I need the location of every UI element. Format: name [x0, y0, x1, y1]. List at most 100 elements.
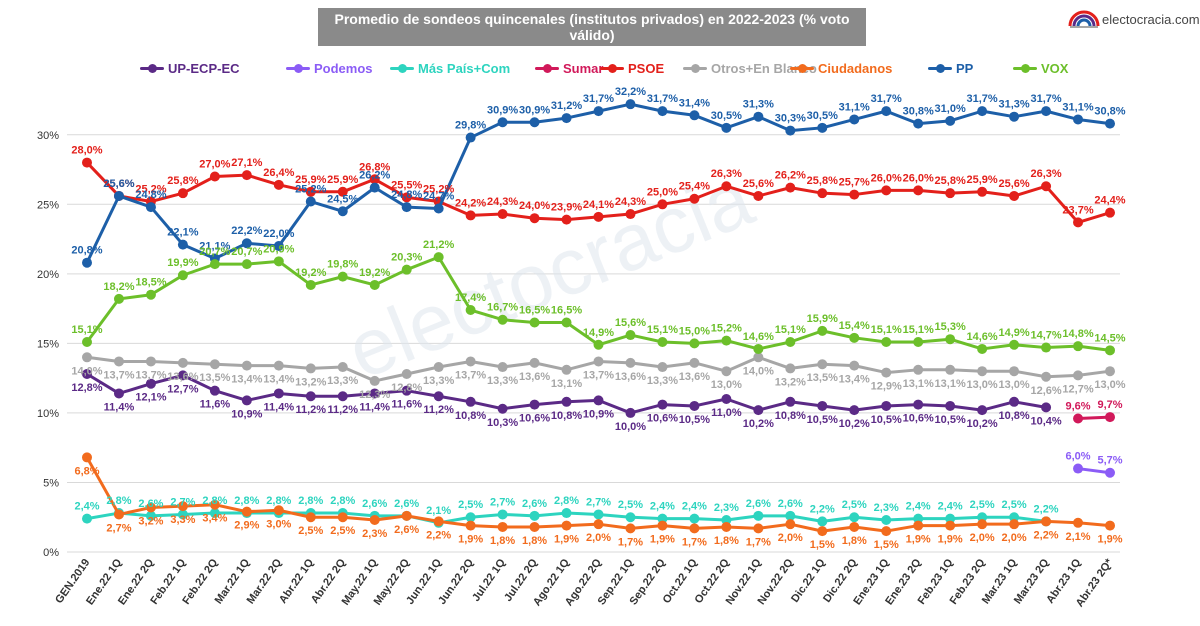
data-point-vox [945, 334, 956, 345]
data-label-pp: 31,2% [551, 100, 582, 112]
data-point-otros-en-blanco [689, 357, 700, 368]
data-point-psoe [305, 186, 316, 197]
chart-legend: UP-ECP-EC Podemos Más País+Com Sumar PSOE Otr… [140, 58, 1068, 78]
data-point-vox [817, 325, 828, 336]
data-label-vox: 15,4% [839, 320, 870, 332]
data-label-otros-en-blanco: 13,3% [423, 375, 454, 387]
data-label-psoe: 24,4% [1094, 195, 1125, 207]
data-point-vox [753, 343, 764, 354]
data-point-psoe [625, 209, 636, 220]
data-point-pp [369, 182, 380, 193]
data-point-psoe [177, 188, 188, 199]
data-point-ciudadanos [145, 502, 156, 513]
data-label-ciudadanos: 3,2% [138, 515, 163, 527]
data-point-pp [177, 239, 188, 250]
data-label-pp: 22,0% [263, 228, 294, 240]
data-point-otros-en-blanco [1009, 366, 1020, 377]
data-label-otros-en-blanco: 12,8% [391, 382, 422, 394]
data-point-psoe [273, 179, 284, 190]
data-label-pp: 31,0% [935, 103, 966, 115]
data-point-ciudadanos [593, 519, 604, 530]
y-tick-label: 0% [43, 547, 59, 559]
data-label-otros-en-blanco: 13,3% [647, 375, 678, 387]
data-point-psoe [945, 188, 956, 199]
data-label-pp: 25,2% [295, 184, 326, 196]
data-point-vox [113, 293, 124, 304]
data-label-up-ecp-ec: 12,7% [167, 383, 198, 395]
chart-subtitle: *Actualizado el 1 de Mayo de 2023 [503, 45, 681, 57]
data-point-pp [145, 202, 156, 213]
data-point-m-s-pa-s-com [753, 510, 764, 521]
data-label-psoe: 25,2% [135, 184, 166, 196]
data-label-m-s-pa-s-com: 2,3% [874, 502, 899, 514]
data-label-m-s-pa-s-com: 2,5% [458, 499, 483, 511]
data-point-up-ecp-ec [593, 395, 604, 406]
data-point-m-s-pa-s-com [497, 509, 508, 520]
data-point-m-s-pa-s-com [209, 508, 220, 519]
data-point-vox [273, 256, 284, 267]
data-label-m-s-pa-s-com: 2,7% [490, 496, 515, 508]
data-point-pp [657, 106, 668, 117]
data-label-ciudadanos: 1,9% [1097, 534, 1122, 546]
data-label-vox: 15,2% [711, 323, 742, 335]
data-point-otros-en-blanco [817, 359, 828, 370]
data-label-m-s-pa-s-com: 2,7% [586, 496, 611, 508]
data-label-pp: 29,8% [455, 120, 486, 132]
data-label-otros-en-blanco: 13,6% [519, 371, 550, 383]
data-point-ciudadanos [913, 520, 924, 531]
data-label-m-s-pa-s-com: 2,5% [970, 499, 995, 511]
data-label-pp: 32,2% [615, 86, 646, 98]
data-point-up-ecp-ec [881, 400, 892, 411]
data-point-pp [241, 238, 252, 249]
data-label-pp: 22,2% [231, 225, 262, 237]
data-label-vox: 19,2% [295, 267, 326, 279]
data-point-podemos [1073, 463, 1084, 474]
data-label-pp: 31,3% [743, 99, 774, 111]
data-label-ciudadanos: 2,2% [426, 529, 451, 541]
data-label-psoe: 26,4% [263, 167, 294, 179]
legend-label-podemos: Podemos [314, 60, 373, 76]
data-label-ciudadanos: 1,9% [554, 534, 579, 546]
data-label-psoe: 28,0% [71, 145, 102, 157]
data-point-pp [113, 190, 124, 201]
data-label-otros-en-blanco: 13,3% [487, 375, 518, 387]
y-tick-label: 15% [37, 338, 59, 350]
data-point-psoe [657, 199, 668, 210]
data-label-vox: 19,9% [167, 257, 198, 269]
data-label-otros-en-blanco: 12,9% [871, 381, 902, 393]
legend-item-m-s-pa-s-com: Más País+Com [390, 58, 510, 78]
data-label-sumar: 9,7% [1097, 399, 1122, 411]
data-label-pp: 30,8% [903, 106, 934, 118]
data-label-pp: 31,1% [839, 101, 870, 113]
data-point-otros-en-blanco [497, 362, 508, 373]
data-point-up-ecp-ec [1041, 402, 1052, 413]
data-point-ciudadanos [497, 521, 508, 532]
data-label-vox: 14,5% [1094, 332, 1125, 344]
data-point-pp [881, 106, 892, 117]
data-label-psoe: 25,8% [807, 175, 838, 187]
y-tick-label: 10% [37, 408, 59, 420]
data-point-ciudadanos [817, 526, 828, 537]
data-label-otros-en-blanco: 13,4% [839, 374, 870, 386]
data-point-psoe [913, 185, 924, 196]
data-point-vox [1105, 345, 1115, 356]
data-label-ciudadanos: 3,0% [266, 518, 291, 530]
data-point-pp [913, 118, 924, 129]
data-label-vox: 15,1% [903, 324, 934, 336]
legend-item-up-ecp-ec: UP-ECP-EC [140, 58, 240, 78]
data-label-psoe: 26,0% [903, 172, 934, 184]
data-label-ciudadanos: 1,5% [874, 539, 899, 551]
data-label-up-ecp-ec: 10,9% [231, 408, 262, 420]
data-label-ciudadanos: 2,2% [1034, 529, 1059, 541]
data-label-m-s-pa-s-com: 2,4% [938, 501, 963, 513]
data-label-otros-en-blanco: 13,0% [967, 379, 998, 391]
data-label-ciudadanos: 2,7% [106, 522, 131, 534]
data-point-up-ecp-ec [209, 385, 220, 396]
data-label-vox: 15,0% [679, 325, 710, 337]
data-point-m-s-pa-s-com [945, 513, 956, 524]
data-point-pp [273, 241, 284, 252]
data-point-vox [209, 259, 220, 270]
data-label-m-s-pa-s-com: 2,8% [106, 495, 131, 507]
data-label-vox: 16,7% [487, 302, 518, 314]
data-point-m-s-pa-s-com [561, 508, 572, 519]
